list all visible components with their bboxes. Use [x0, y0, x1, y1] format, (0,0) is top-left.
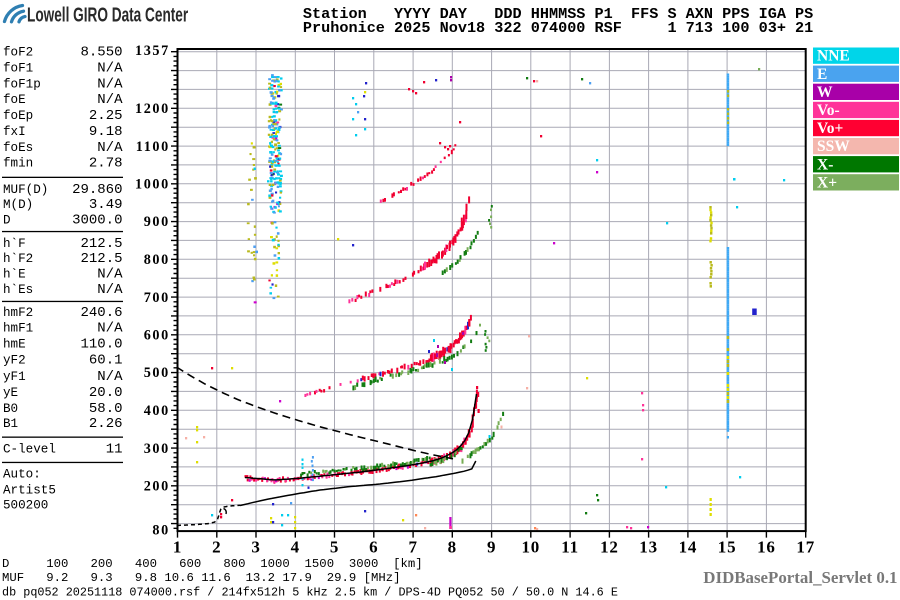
- svg-text:16: 16: [757, 538, 776, 557]
- svg-text:60.1: 60.1: [89, 353, 123, 369]
- svg-text:500200: 500200: [3, 499, 48, 513]
- svg-text:80: 80: [152, 523, 169, 539]
- svg-text:Vo-: Vo-: [817, 102, 840, 119]
- svg-text:700: 700: [144, 290, 170, 306]
- svg-text:Artist5: Artist5: [3, 484, 56, 498]
- svg-text:200: 200: [144, 479, 170, 495]
- svg-text:1: 1: [173, 538, 182, 557]
- svg-text:yF2: yF2: [3, 354, 26, 368]
- svg-text:DIDBasePortal_Servlet 0.1: DIDBasePortal_Servlet 0.1: [703, 568, 897, 587]
- svg-text:db pq052 20251118 074000.rsf /: db pq052 20251118 074000.rsf / 214fx512h…: [2, 586, 618, 600]
- svg-text:X+: X+: [817, 174, 837, 191]
- svg-text:X-: X-: [817, 156, 833, 173]
- svg-text:800: 800: [144, 252, 170, 268]
- svg-text:foF2: foF2: [3, 46, 33, 60]
- svg-text:212.5: 212.5: [80, 236, 122, 252]
- svg-text:N/A: N/A: [97, 282, 123, 298]
- svg-text:W: W: [817, 84, 833, 101]
- svg-text:foF1: foF1: [3, 62, 33, 76]
- svg-text:212.5: 212.5: [80, 251, 122, 267]
- svg-text:h`E: h`E: [3, 268, 26, 282]
- svg-text:400: 400: [144, 403, 170, 419]
- svg-text:yF1: yF1: [3, 370, 26, 384]
- svg-text:foE: foE: [3, 93, 26, 107]
- svg-text:N/A: N/A: [97, 140, 123, 156]
- svg-text:14: 14: [679, 538, 698, 557]
- svg-text:2.78: 2.78: [89, 156, 123, 172]
- svg-text:yE: yE: [3, 386, 18, 400]
- svg-text:hmF1: hmF1: [3, 322, 33, 336]
- svg-text:13: 13: [639, 538, 658, 557]
- svg-text:900: 900: [144, 214, 170, 230]
- svg-text:11: 11: [561, 538, 579, 557]
- svg-text:3.49: 3.49: [89, 197, 123, 213]
- svg-text:20.0: 20.0: [89, 385, 123, 401]
- svg-text:5: 5: [330, 538, 339, 557]
- svg-text:MUF(D): MUF(D): [3, 183, 48, 197]
- svg-text:10: 10: [521, 538, 540, 557]
- svg-text:300: 300: [144, 441, 170, 457]
- svg-text:N/A: N/A: [97, 321, 123, 337]
- svg-text:h`Es: h`Es: [3, 283, 33, 297]
- svg-text:Pruhonice 2025 Nov18 322 07400: Pruhonice 2025 Nov18 322 074000 RSF 1 71…: [303, 19, 813, 37]
- svg-text:E: E: [817, 66, 827, 83]
- svg-text:B0: B0: [3, 402, 18, 416]
- svg-text:NNE: NNE: [817, 48, 850, 65]
- svg-text:C-level: C-level: [3, 442, 56, 456]
- svg-text:h`F2: h`F2: [3, 252, 33, 266]
- svg-text:D 100 200 400 600: D 100 200 400 600 800 1000 1500 3000 [km…: [2, 557, 423, 571]
- svg-text:1357: 1357: [135, 43, 170, 59]
- svg-text:fmin: fmin: [3, 157, 33, 171]
- svg-text:SSW: SSW: [817, 138, 850, 155]
- svg-text:fxI: fxI: [3, 125, 26, 139]
- svg-text:MUF 9.2 9.3 9.8 10.6 11.: MUF 9.2 9.3 9.8 10.6 11.6 13.2 17.9 29.9…: [2, 571, 400, 585]
- svg-text:M(D): M(D): [3, 198, 33, 212]
- svg-text:110.0: 110.0: [80, 336, 122, 352]
- svg-text:foF1p: foF1p: [3, 77, 41, 91]
- svg-text:15: 15: [718, 538, 737, 557]
- svg-text:9: 9: [487, 538, 496, 557]
- svg-text:h`F: h`F: [3, 237, 26, 251]
- svg-text:foEs: foEs: [3, 141, 33, 155]
- svg-text:9.18: 9.18: [89, 124, 123, 140]
- svg-text:3: 3: [251, 538, 260, 557]
- svg-text:11: 11: [106, 441, 123, 457]
- svg-text:600: 600: [144, 328, 170, 344]
- svg-text:3000.0: 3000.0: [72, 213, 122, 229]
- svg-text:B1: B1: [3, 417, 18, 431]
- svg-text:Station YYYY DAY DDD HHMMS: Station YYYY DAY DDD HHMMSS P1 FFS S AXN…: [303, 5, 813, 23]
- svg-text:12: 12: [600, 538, 619, 557]
- svg-text:N/A: N/A: [97, 76, 123, 92]
- svg-text:2.25: 2.25: [89, 108, 123, 124]
- svg-text:Auto:: Auto:: [3, 468, 41, 482]
- svg-text:N/A: N/A: [97, 61, 123, 77]
- svg-text:N/A: N/A: [97, 267, 123, 283]
- svg-text:N/A: N/A: [97, 369, 123, 385]
- svg-text:2: 2: [212, 538, 221, 557]
- svg-text:1200: 1200: [135, 101, 170, 117]
- svg-text:8.550: 8.550: [80, 45, 122, 61]
- svg-text:1100: 1100: [136, 139, 170, 155]
- svg-text:29.860: 29.860: [72, 182, 122, 198]
- svg-text:foEp: foEp: [3, 109, 33, 123]
- svg-text:8: 8: [448, 538, 457, 557]
- svg-text:1000: 1000: [135, 177, 170, 193]
- svg-text:hmE: hmE: [3, 337, 26, 351]
- svg-text:240.6: 240.6: [80, 305, 122, 321]
- svg-text:N/A: N/A: [97, 92, 123, 108]
- svg-text:58.0: 58.0: [89, 401, 123, 417]
- svg-text:Vo+: Vo+: [817, 120, 844, 137]
- svg-text:6: 6: [369, 538, 378, 557]
- svg-text:hmF2: hmF2: [3, 306, 33, 320]
- svg-text:D: D: [3, 214, 11, 228]
- svg-text:7: 7: [408, 538, 417, 557]
- svg-text:17: 17: [796, 538, 815, 557]
- svg-text:2.26: 2.26: [89, 416, 123, 432]
- svg-text:500: 500: [144, 365, 170, 381]
- svg-text:Lowell GIRO Data Center: Lowell GIRO Data Center: [27, 3, 188, 27]
- svg-text:4: 4: [291, 538, 300, 557]
